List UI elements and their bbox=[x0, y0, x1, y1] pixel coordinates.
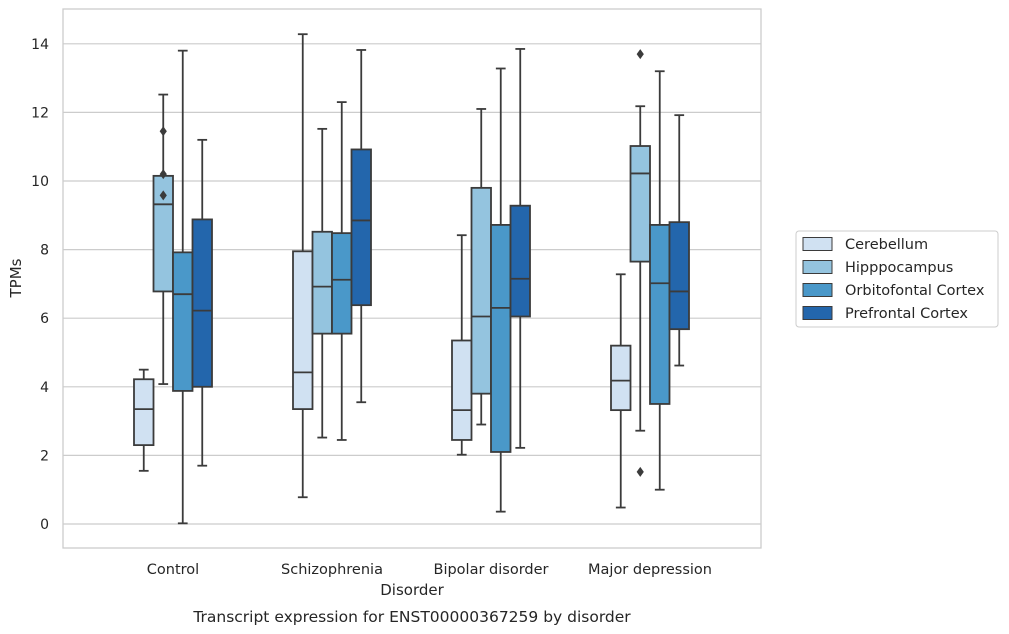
x-axis-label: Disorder bbox=[380, 581, 444, 599]
box-iqr bbox=[350, 148, 372, 307]
box-iqr bbox=[331, 232, 353, 335]
box-iqr bbox=[191, 218, 213, 388]
box-cerebellum bbox=[610, 273, 632, 509]
box-iqr bbox=[668, 221, 690, 331]
box-prefrontal-cortex bbox=[668, 114, 690, 367]
x-tick-label: Control bbox=[147, 562, 199, 578]
box-cerebellum bbox=[133, 368, 155, 472]
box-hipppocampus bbox=[152, 93, 174, 385]
box-prefrontal-cortex bbox=[350, 49, 372, 404]
box-groups bbox=[133, 33, 690, 525]
box-hipppocampus bbox=[629, 49, 651, 477]
box-iqr bbox=[490, 224, 512, 453]
outlier-point bbox=[636, 49, 644, 60]
y-tick-label: 12 bbox=[31, 105, 49, 121]
box-prefrontal-cortex bbox=[509, 48, 531, 449]
box-iqr bbox=[172, 251, 194, 392]
box-iqr bbox=[133, 378, 155, 447]
legend-swatch bbox=[802, 237, 833, 251]
y-tick-label: 6 bbox=[40, 311, 49, 327]
box-iqr bbox=[509, 204, 531, 318]
box-iqr bbox=[311, 230, 333, 335]
box-iqr bbox=[470, 186, 492, 395]
outlier-point bbox=[636, 466, 644, 477]
x-tick-labels: Control Schizophrenia Bipolar disorder Majo… bbox=[147, 562, 712, 578]
y-tick-label: 2 bbox=[40, 448, 49, 464]
outlier-point bbox=[159, 126, 167, 137]
chart-title: Transcript expression for ENST0000036725… bbox=[192, 608, 631, 626]
legend-frame bbox=[795, 230, 999, 328]
y-tick-label: 4 bbox=[40, 380, 49, 396]
legend-swatch bbox=[802, 306, 833, 320]
legend-swatch bbox=[802, 283, 833, 297]
box-iqr bbox=[649, 224, 671, 405]
box-iqr bbox=[292, 250, 314, 410]
y-tick-label: 8 bbox=[40, 243, 49, 259]
box-cerebellum bbox=[292, 33, 314, 499]
plot-area-frame bbox=[62, 8, 762, 549]
y-tick-labels: 0 2 4 6 8 10 12 14 bbox=[31, 37, 49, 533]
y-tick-label: 10 bbox=[31, 174, 49, 190]
x-tick-label: Schizophrenia bbox=[281, 562, 383, 578]
legend-label: Orbitofontal Cortex bbox=[845, 283, 985, 299]
box-iqr bbox=[451, 339, 473, 441]
box-orbitofontal-cortex bbox=[490, 67, 512, 513]
y-tick-label: 0 bbox=[40, 517, 49, 533]
legend-swatch bbox=[802, 260, 833, 274]
box-orbitofontal-cortex bbox=[649, 70, 671, 491]
legend-label: Prefrontal Cortex bbox=[845, 306, 968, 322]
box-iqr bbox=[610, 344, 632, 412]
legend-label: Cerebellum bbox=[845, 237, 928, 253]
outlier-point bbox=[159, 190, 167, 201]
legend-label: Hipppocampus bbox=[845, 260, 953, 276]
box-iqr bbox=[629, 145, 651, 263]
x-tick-label: Bipolar disorder bbox=[434, 562, 549, 578]
outlier-point bbox=[159, 169, 167, 180]
x-tick-label: Major depression bbox=[588, 562, 712, 578]
legend: Cerebellum Hipppocampus Orbitofontal Corte… bbox=[795, 230, 999, 328]
box-prefrontal-cortex bbox=[191, 138, 213, 467]
y-axis-label: TPMs bbox=[7, 258, 25, 298]
y-tick-label: 14 bbox=[31, 37, 49, 53]
